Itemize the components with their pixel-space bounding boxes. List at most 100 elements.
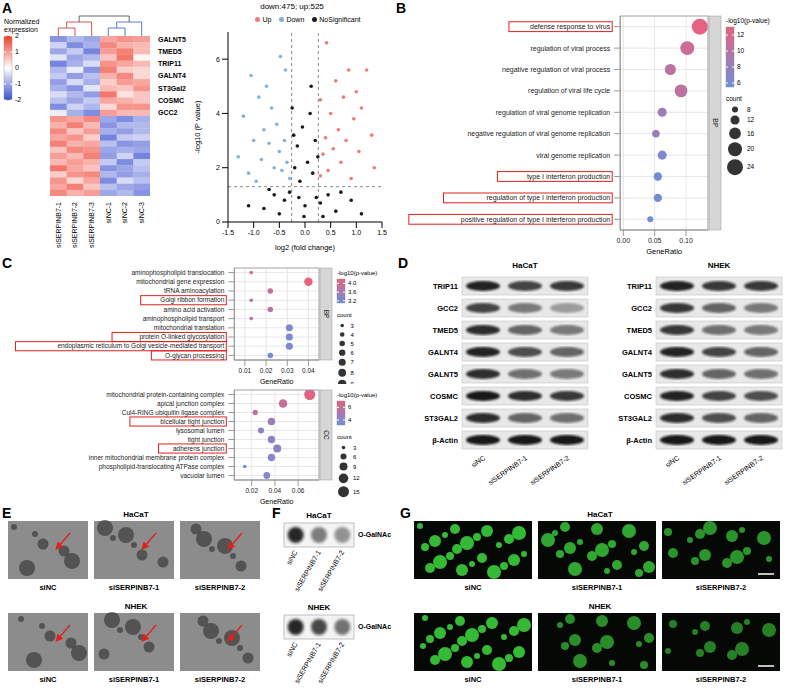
svg-text:regulation of viral life cycle: regulation of viral life cycle xyxy=(528,87,610,95)
svg-text:siSERPINB7-2: siSERPINB7-2 xyxy=(529,454,571,486)
svg-text:GCC2: GCC2 xyxy=(631,304,652,313)
svg-text:D: D xyxy=(398,255,408,271)
svg-text:COSMC: COSMC xyxy=(430,392,459,401)
svg-text:siNC: siNC xyxy=(470,454,486,468)
svg-text:0.02: 0.02 xyxy=(245,487,258,494)
svg-text:COSMC: COSMC xyxy=(158,97,184,104)
svg-text:HaCaT: HaCaT xyxy=(123,510,148,519)
svg-text:TMED5: TMED5 xyxy=(433,326,458,335)
svg-text:0: 0 xyxy=(216,218,220,225)
svg-text:6: 6 xyxy=(216,56,220,63)
svg-text:inner mitochondrial membrane p: inner mitochondrial membrane protein com… xyxy=(89,454,225,462)
svg-text:negative regulation of viral p: negative regulation of viral process xyxy=(502,66,611,74)
svg-text:GeneRatio: GeneRatio xyxy=(260,378,294,384)
svg-text:bicellular tight junction: bicellular tight junction xyxy=(160,418,224,426)
svg-text:siNC: siNC xyxy=(464,583,482,592)
svg-text:siNC-3: siNC-3 xyxy=(138,202,145,223)
svg-text:log2 (fold change): log2 (fold change) xyxy=(275,243,336,252)
svg-text:0.02: 0.02 xyxy=(260,367,273,374)
svg-text:Cul4-RING ubiquitin ligase com: Cul4-RING ubiquitin ligase complex xyxy=(122,409,225,417)
svg-text:TMED5: TMED5 xyxy=(158,48,182,55)
svg-text:siSERPINB7-1: siSERPINB7-1 xyxy=(109,583,159,592)
svg-text:mitochondrial translation: mitochondrial translation xyxy=(154,324,225,331)
svg-text:15: 15 xyxy=(353,489,360,495)
svg-text:8: 8 xyxy=(747,106,751,113)
svg-text:G: G xyxy=(400,505,411,521)
svg-text:3.2: 3.2 xyxy=(348,298,357,304)
svg-text:6: 6 xyxy=(348,404,352,410)
svg-text:ST3Gal2: ST3Gal2 xyxy=(158,85,186,92)
svg-text:endoplasmic reticulum to Golgi: endoplasmic reticulum to Golgi vesicle-m… xyxy=(57,342,224,350)
svg-text:9: 9 xyxy=(350,381,354,384)
svg-text:6: 6 xyxy=(737,79,741,86)
svg-text:expression: expression xyxy=(4,26,38,34)
svg-text:amino acid activation: amino acid activation xyxy=(164,306,225,313)
svg-text:0.04: 0.04 xyxy=(302,367,315,374)
svg-text:TRIP11: TRIP11 xyxy=(158,60,181,67)
svg-text:-1: -1 xyxy=(15,80,21,87)
svg-text:negative regulation of viral g: negative regulation of viral genome repl… xyxy=(467,130,610,138)
svg-text:24: 24 xyxy=(747,163,755,170)
svg-text:siSERPINB7-1: siSERPINB7-1 xyxy=(55,202,62,248)
svg-text:0.0: 0.0 xyxy=(300,229,310,236)
svg-text:siSERPINB7-2: siSERPINB7-2 xyxy=(723,454,765,486)
svg-text:4: 4 xyxy=(348,417,352,423)
svg-text:siSERPINB7-1: siSERPINB7-1 xyxy=(487,454,529,486)
svg-text:siNC: siNC xyxy=(664,454,680,468)
svg-text:HaCaT: HaCaT xyxy=(306,511,331,520)
svg-text:siSERPINB7-1: siSERPINB7-1 xyxy=(109,675,159,684)
svg-text:GeneRatio: GeneRatio xyxy=(646,247,682,254)
svg-text:GALNT5: GALNT5 xyxy=(428,370,458,379)
svg-text:regulation of type I interfero: regulation of type I interferon producti… xyxy=(486,194,610,202)
svg-text:BP: BP xyxy=(712,118,719,128)
svg-text:12: 12 xyxy=(737,31,745,38)
svg-text:apical junction complex: apical junction complex xyxy=(157,400,225,408)
svg-text:10: 10 xyxy=(737,47,745,54)
svg-text:GeneRatio: GeneRatio xyxy=(260,498,294,504)
svg-text:regulation of viral genome rep: regulation of viral genome replication xyxy=(496,109,611,117)
svg-text:vacuolar lumen: vacuolar lumen xyxy=(180,472,224,479)
svg-text:HaCaT: HaCaT xyxy=(512,261,537,270)
svg-text:siSERPINB7-2: siSERPINB7-2 xyxy=(316,641,345,684)
svg-text:regulation of viral process: regulation of viral process xyxy=(530,45,610,53)
svg-text:0.06: 0.06 xyxy=(292,487,305,494)
svg-text:2: 2 xyxy=(15,32,19,39)
svg-text:aminophospholipid transport: aminophospholipid transport xyxy=(143,315,225,323)
svg-text:GCC2: GCC2 xyxy=(158,109,178,116)
svg-text:NHEK: NHEK xyxy=(708,261,731,270)
svg-text:7: 7 xyxy=(350,359,354,365)
svg-text:siSERPINB7-2: siSERPINB7-2 xyxy=(71,202,78,248)
svg-text:mitochondrial protein-containi: mitochondrial protein-containing complex xyxy=(106,391,225,399)
svg-text:0.03: 0.03 xyxy=(281,367,294,374)
svg-text:0.04: 0.04 xyxy=(269,487,282,494)
svg-text:GALNT4: GALNT4 xyxy=(158,72,186,79)
svg-text:16: 16 xyxy=(747,130,755,137)
svg-text:1.5: 1.5 xyxy=(377,229,387,236)
svg-text:NHEK: NHEK xyxy=(308,603,331,612)
svg-text:-1.5: -1.5 xyxy=(222,229,234,236)
svg-text:HaCaT: HaCaT xyxy=(587,510,612,519)
svg-text:NHEK: NHEK xyxy=(125,602,148,611)
svg-text:defense response to virus: defense response to virus xyxy=(530,23,611,31)
svg-text:TRIP11: TRIP11 xyxy=(627,282,652,291)
svg-text:BP: BP xyxy=(323,310,330,319)
svg-text:tight junction: tight junction xyxy=(188,436,225,444)
svg-text:3: 3 xyxy=(350,323,354,329)
svg-text:-0.5: -0.5 xyxy=(273,229,285,236)
svg-text:9: 9 xyxy=(353,464,357,470)
svg-text:0.01: 0.01 xyxy=(239,367,252,374)
svg-text:0.5: 0.5 xyxy=(326,229,336,236)
svg-text:O-GalNAc: O-GalNAc xyxy=(358,623,391,630)
svg-text:TRIP11: TRIP11 xyxy=(433,282,458,291)
svg-text:-log10(p-value): -log10(p-value) xyxy=(337,270,377,276)
svg-text:aminophospholipid translocatio: aminophospholipid translocation xyxy=(131,269,224,277)
svg-text:GALNT5: GALNT5 xyxy=(158,36,186,43)
svg-text:siNC-2: siNC-2 xyxy=(121,202,128,223)
svg-text:ST3GAL2: ST3GAL2 xyxy=(618,414,652,423)
svg-text:6: 6 xyxy=(353,454,357,460)
svg-text:type I interferon production: type I interferon production xyxy=(527,173,610,181)
svg-text:1: 1 xyxy=(15,48,19,55)
svg-text:GCC2: GCC2 xyxy=(437,304,458,313)
svg-text:siSERPINB7-1: siSERPINB7-1 xyxy=(681,454,723,486)
svg-text:siNC: siNC xyxy=(285,549,299,566)
